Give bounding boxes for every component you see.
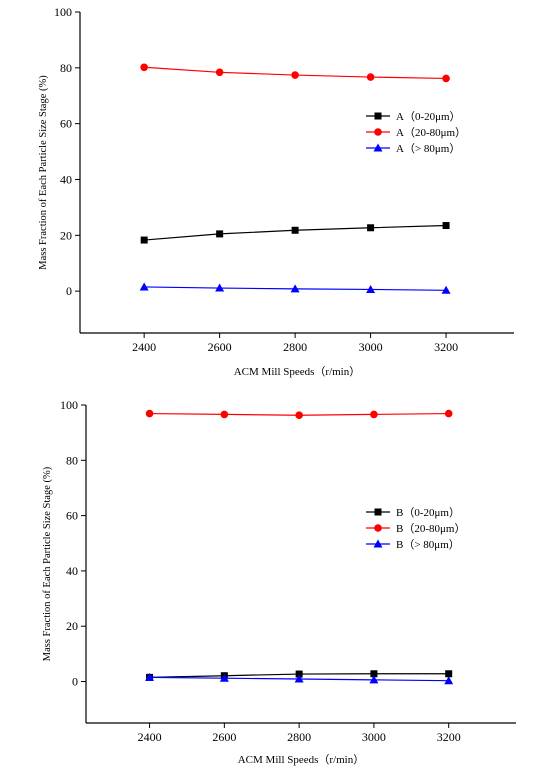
legend-label: A（0-20μm）	[396, 110, 461, 123]
y-tick-label: 40	[60, 172, 72, 186]
x-axis-label: ACM Mill Speeds（r/min）	[238, 753, 365, 766]
chart-svg: 0 20 40 60 80 100 2400 2600 2800 3000 3200 ACM Mill…	[38, 5, 514, 378]
data-point	[145, 672, 155, 681]
data-point	[369, 675, 379, 684]
data-point	[366, 284, 376, 293]
legend-marker	[373, 143, 383, 152]
data-point	[366, 73, 375, 81]
legend-label: B（20-80μm）	[396, 522, 465, 535]
y-tick-label: 80	[66, 453, 78, 467]
data-point	[445, 670, 453, 678]
y-tick-label: 40	[66, 564, 78, 578]
data-point	[216, 230, 224, 238]
legend-label: A（20-80μm）	[396, 126, 466, 139]
x-axis-label: ACM Mill Speeds（r/min）	[234, 365, 361, 378]
legend-label: B（0-20μm）	[396, 506, 460, 519]
data-point	[444, 409, 453, 418]
data-point	[295, 670, 303, 678]
data-point	[219, 673, 229, 682]
data-point	[145, 409, 154, 418]
data-point	[290, 284, 300, 293]
legend-marker	[374, 524, 382, 532]
y-tick-label: 100	[54, 5, 72, 19]
y-tick-label: 0	[72, 675, 78, 689]
data-point	[442, 222, 450, 230]
legend-label: B（> 80μm）	[396, 538, 460, 551]
y-tick-label: 80	[60, 61, 72, 75]
legend-marker	[373, 539, 383, 548]
x-tick-label: 2800	[283, 340, 307, 354]
data-point	[444, 676, 454, 685]
x-tick-label: 2600	[212, 730, 236, 744]
y-tick-label: 20	[66, 619, 78, 633]
x-tick-label: 3200	[434, 340, 458, 354]
y-tick-label: 100	[60, 398, 78, 412]
data-point	[441, 285, 451, 294]
x-tick-label: 2400	[132, 340, 156, 354]
data-point	[140, 236, 148, 244]
data-point	[442, 74, 450, 83]
data-point	[295, 411, 303, 420]
data-point	[215, 68, 224, 77]
legend-marker	[374, 112, 382, 120]
chart-svg: 0 20 40 60 80 100 2400 2600 2800 3000 3200 ACM Mill…	[42, 398, 516, 766]
data-point	[367, 224, 375, 232]
data-point	[139, 282, 149, 291]
y-tick-label: 0	[66, 284, 72, 298]
x-tick-label: 2400	[138, 730, 162, 744]
data-point	[220, 410, 229, 419]
y-tick-label: 60	[60, 117, 72, 131]
data-point	[370, 670, 378, 678]
chart-b: 0 20 40 60 80 100 2400 2600 2800 3000 3200 ACM Mill…	[0, 387, 560, 774]
data-point	[140, 63, 148, 72]
y-tick-label: 20	[60, 228, 72, 242]
data-point	[294, 674, 304, 683]
y-axis-label: Mass Fraction of Each Particle Size Stag…	[38, 75, 49, 270]
y-axis-label: Mass Fraction of Each Particle Size Stag…	[42, 466, 53, 661]
y-tick-label: 60	[66, 509, 78, 523]
chart-a: 0 20 40 60 80 100 2400 2600 2800 3000 3200 ACM Mill…	[38, 5, 514, 378]
data-point	[291, 226, 299, 234]
legend-marker	[374, 508, 382, 516]
x-tick-label: 3200	[437, 730, 461, 744]
legend-marker	[374, 128, 382, 136]
x-tick-label: 2600	[208, 340, 232, 354]
x-tick-label: 2800	[287, 730, 311, 744]
x-tick-label: 3000	[359, 340, 383, 354]
data-point	[291, 71, 299, 79]
legend-label: A（> 80μm）	[396, 142, 460, 155]
x-tick-label: 3000	[362, 730, 386, 744]
data-point	[370, 410, 378, 419]
data-point	[215, 283, 225, 292]
